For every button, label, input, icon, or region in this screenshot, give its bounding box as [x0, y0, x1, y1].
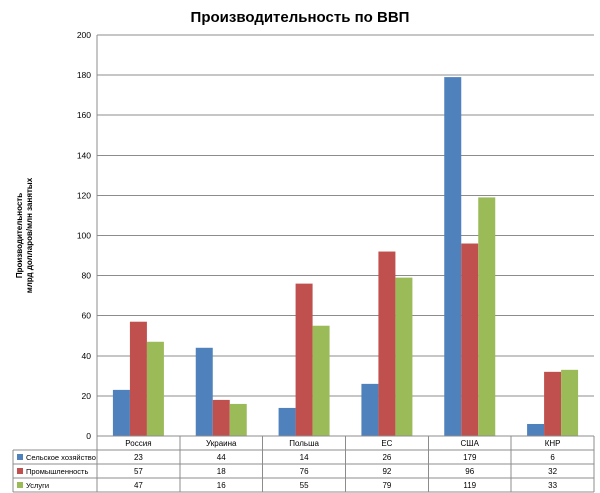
- legend-key: [17, 468, 23, 474]
- table-cell-value: 44: [217, 453, 226, 462]
- table-cell-value: 16: [217, 481, 226, 490]
- y-tick-label: 120: [77, 190, 91, 200]
- table-cell-value: 179: [463, 453, 477, 462]
- bar: [527, 423, 545, 436]
- bar: [129, 321, 147, 436]
- y-axis-ticks: 0 20 40 60 80 100 120 140 160 180 200: [77, 30, 91, 441]
- y-tick-label: 100: [77, 231, 91, 241]
- bar: [444, 77, 462, 436]
- chart-title: Производительность по ВВП: [191, 9, 410, 26]
- table-cell-value: 32: [548, 467, 557, 476]
- series-name: Услуги: [26, 481, 49, 490]
- bar: [195, 347, 213, 436]
- y-tick-label: 160: [77, 110, 91, 120]
- bar: [146, 341, 164, 436]
- y-tick-label: 140: [77, 150, 91, 160]
- table-cell-value: 14: [300, 453, 309, 462]
- y-tick-label: 80: [82, 271, 92, 281]
- bar: [312, 325, 330, 436]
- table-cell-value: 96: [465, 467, 474, 476]
- data-table: Россия Украина Польша ЕС США КНР Сельское хозя…: [12, 435, 595, 493]
- y-axis-label-line-2: млрд долларов/млн занятых: [25, 177, 34, 293]
- category-label: ЕС: [381, 439, 392, 448]
- bar: [395, 277, 413, 436]
- bar: [478, 197, 496, 436]
- bar: [561, 369, 579, 436]
- table-cell-value: 6: [550, 453, 555, 462]
- table-cell-value: 76: [300, 467, 309, 476]
- bar: [295, 283, 313, 436]
- bar: [229, 403, 247, 436]
- bar: [212, 399, 230, 436]
- y-tick-label: 0: [86, 431, 91, 441]
- table-cell-value: 18: [217, 467, 226, 476]
- bar: [544, 371, 562, 436]
- table-cell-value: 92: [382, 467, 391, 476]
- table-cell-value: 119: [463, 481, 476, 490]
- category-label: США: [461, 439, 480, 448]
- y-tick-label: 200: [77, 30, 91, 40]
- y-tick-label: 20: [82, 391, 92, 401]
- y-tick-label: 40: [82, 351, 92, 361]
- category-label: Украина: [206, 439, 237, 448]
- legend-key: [17, 454, 23, 460]
- bar: [461, 243, 479, 436]
- bar: [378, 251, 396, 436]
- table-cell-value: 47: [134, 481, 143, 490]
- gridlines: [96, 34, 594, 437]
- table-cell-value: 26: [382, 453, 391, 462]
- bar: [361, 383, 379, 436]
- table-cell-value: 23: [134, 453, 143, 462]
- table-cell-value: 79: [382, 481, 391, 490]
- bars: [112, 77, 579, 436]
- table-cell-value: 55: [300, 481, 309, 490]
- category-label: Польша: [289, 439, 319, 448]
- table-cell-value: 57: [134, 467, 143, 476]
- bar: [112, 389, 130, 436]
- y-tick-label: 180: [77, 70, 91, 80]
- series-name: Промышленность: [26, 467, 88, 476]
- series-name: Сельское хозяйство: [26, 453, 96, 462]
- bar: [278, 407, 296, 436]
- table-cell-value: 33: [548, 481, 557, 490]
- category-label: Россия: [125, 439, 151, 448]
- y-tick-label: 60: [82, 311, 92, 321]
- y-axis-label-line-1: Производительность: [15, 193, 24, 278]
- category-label: КНР: [545, 439, 561, 448]
- legend-key: [17, 482, 23, 488]
